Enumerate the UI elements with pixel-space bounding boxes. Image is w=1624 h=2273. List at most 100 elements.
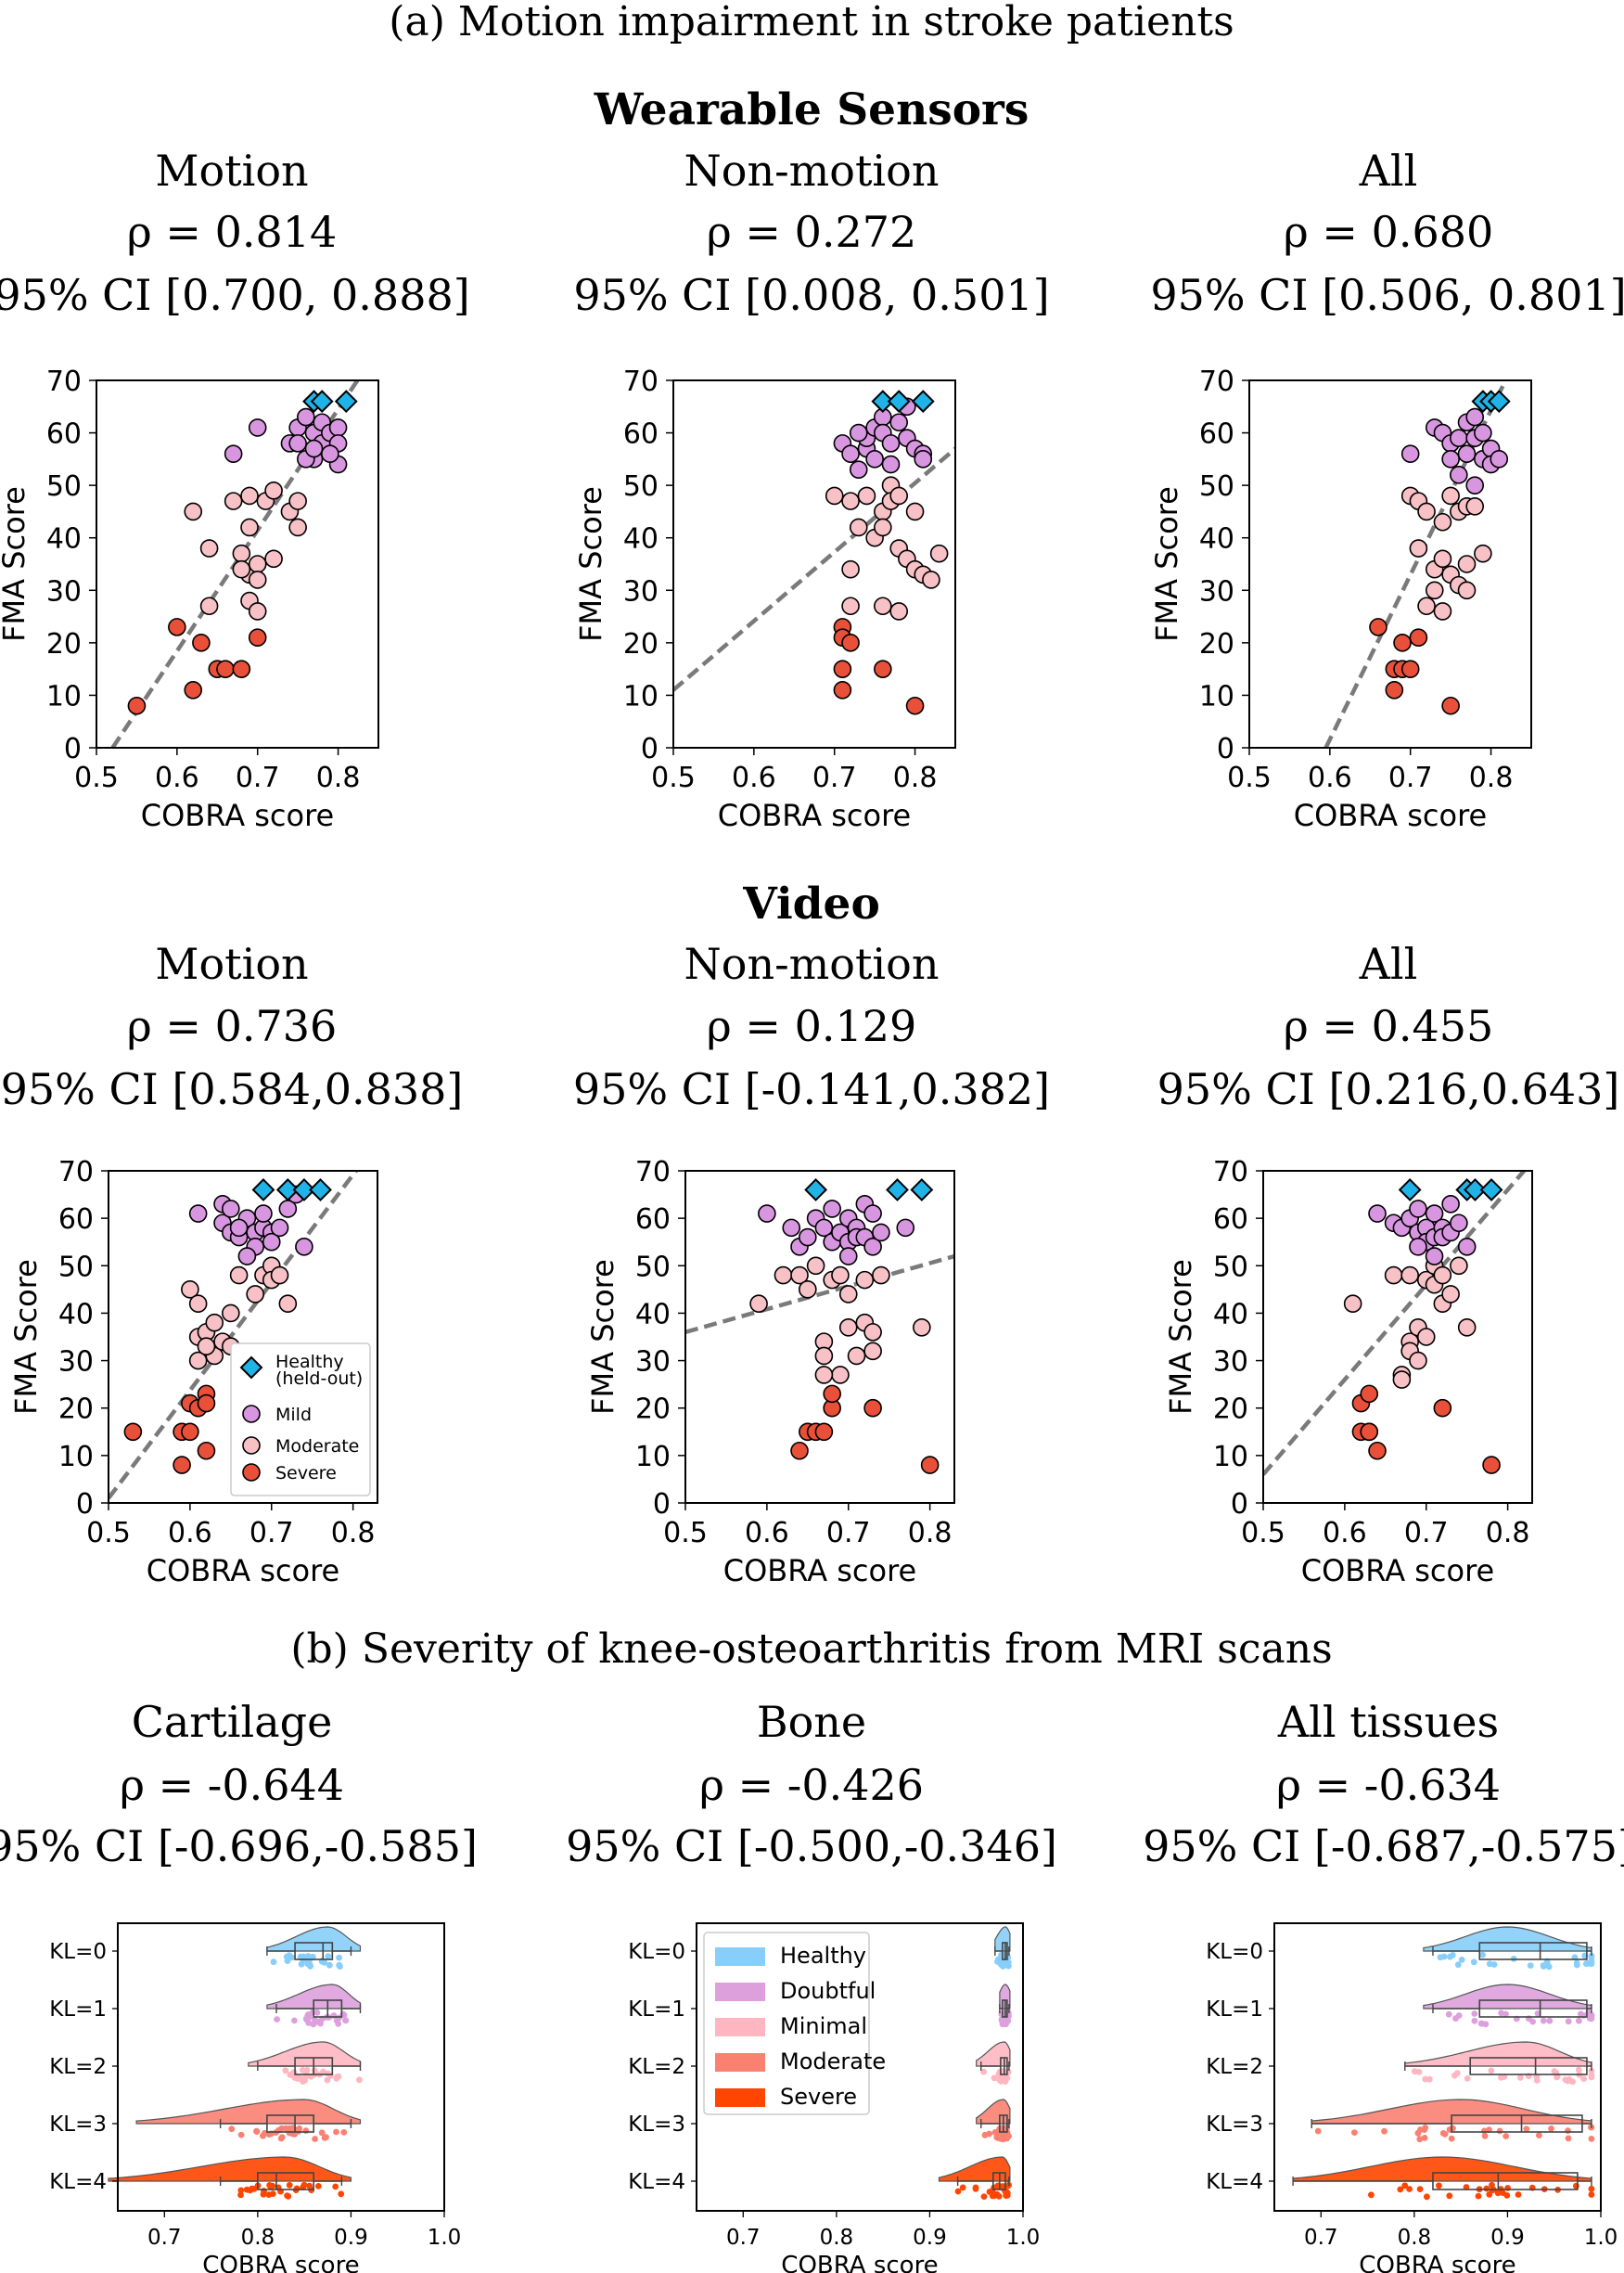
mri-cartilage-point-2-14 <box>325 2070 331 2077</box>
ws-nonmotion-title-line-1: Non-motion <box>684 146 940 196</box>
ws-motion-ytick-label-1: 10 <box>46 680 82 713</box>
mri-cartilage-point-3-5 <box>237 2131 245 2138</box>
mri-all-violin-4 <box>1292 2156 1592 2182</box>
v-all-xtick-label-0: 0.5 <box>1241 1517 1285 1549</box>
v-nonmotion-severe-point-5 <box>823 1384 841 1404</box>
v-motion-ytick-label-5: 50 <box>58 1251 94 1283</box>
ws-nonmotion-moderate-point-3 <box>857 486 876 506</box>
ws-motion-ytick-label-6: 60 <box>46 418 82 451</box>
v-all-mild-point-8 <box>1425 1204 1444 1223</box>
mri-cartilage-ytick-label-3: KL=3 <box>49 2112 107 2137</box>
v-all-chart: 0.5 0.6 0.7 0.8 0 10 20 30 40 50 60 70 COBRA score FM… <box>1163 1156 1533 1588</box>
mri-all-point-4-20 <box>1416 2186 1424 2193</box>
mri-all-point-0-24 <box>1479 1951 1486 1958</box>
ws-motion-mild-point-15 <box>304 439 324 458</box>
mri-bone-frame <box>696 1922 1024 2212</box>
ws-all-severe-point-0 <box>1369 618 1387 636</box>
ws-all-ytick-label-7: 70 <box>1199 366 1234 398</box>
v-motion-mild-point-16 <box>295 1238 313 1256</box>
ws-motion-mild-point-16 <box>321 444 339 464</box>
mri-cartilage-xtick-label-3: 1.0 <box>428 2226 462 2250</box>
v-motion-ytick-label-7: 70 <box>58 1156 94 1188</box>
mri-bone-ytick-label-3: KL=3 <box>628 2112 685 2137</box>
v-all-mild-point-15 <box>1457 1238 1477 1256</box>
v-all-frame <box>1262 1170 1533 1504</box>
mri-all-point-3-0 <box>1314 2127 1322 2135</box>
ws-motion-severe-point-1 <box>168 618 186 636</box>
v-nonmotion-xtick-label-2: 0.7 <box>826 1517 871 1549</box>
mri-all-point-0-21 <box>1470 1958 1477 1966</box>
mri-cartilage-violin-3 <box>135 2099 362 2125</box>
mri-all-ytick-label-4: KL=4 <box>1206 2170 1263 2194</box>
v-nonmotion-moderate-point-14 <box>855 1270 875 1290</box>
v-nonmotion-title-line-3: 95% CI [-0.141,0.382] <box>573 1064 1050 1114</box>
mri-all-point-4-15 <box>1446 2192 1453 2200</box>
mri-bone-point-4-27 <box>991 2192 998 2200</box>
mri-all-frame <box>1273 1922 1602 2212</box>
v-nonmotion-mild-point-5 <box>814 1218 834 1238</box>
ws-motion-moderate-point-13 <box>264 549 283 569</box>
ws-nonmotion-xtick-label-0: 0.5 <box>651 762 696 794</box>
v-all-moderate-point-0 <box>1343 1294 1362 1313</box>
mri-bone-point-2-4 <box>991 2074 998 2082</box>
ws-motion-ylabel: FMA Score <box>0 486 32 642</box>
mri-cartilage-point-3-2 <box>228 2125 236 2133</box>
mri-all-point-2-4 <box>1426 2075 1433 2083</box>
mri-cartilage-point-3-17 <box>253 2128 261 2136</box>
row-title-wearable: Wearable Sensors <box>594 84 1029 135</box>
v-nonmotion-healthy-point-0 <box>804 1178 828 1201</box>
ws-all-severe-point-7 <box>1441 696 1460 715</box>
ws-motion-moderate-point-17 <box>240 486 259 506</box>
mri-all-point-0-25 <box>1490 1961 1498 1968</box>
ws-nonmotion-ytick-label-3: 30 <box>623 575 659 608</box>
ws-nonmotion-mild-point-6 <box>865 450 884 469</box>
ws-nonmotion-severe-point-4 <box>833 680 852 700</box>
mri-all-point-1-22 <box>1576 2017 1582 2024</box>
mri-cartilage-point-0-18 <box>286 1952 293 1959</box>
mri-all-ytick-label-0: KL=0 <box>1206 1940 1263 1964</box>
ws-all-ytick-label-5: 50 <box>1199 470 1234 503</box>
mri-all-point-0-11 <box>1573 1959 1580 1967</box>
v-all-title-line-3: 95% CI [0.216,0.643] <box>1157 1064 1620 1114</box>
ws-nonmotion-moderate-point-12 <box>905 502 925 521</box>
mri-all-point-3-24 <box>1439 2130 1447 2137</box>
v-motion-legend-label-severe: Severe <box>275 1463 337 1483</box>
ws-nonmotion-ytick-label-1: 10 <box>623 680 659 713</box>
mri-all-xtick-label-0: 0.7 <box>1304 2226 1338 2250</box>
v-motion-xtick-label-3: 0.8 <box>331 1517 376 1549</box>
v-motion-ytick-label-3: 30 <box>58 1346 94 1379</box>
mri-cartilage-point-2-24 <box>324 2076 331 2084</box>
v-all-mild-point-12 <box>1441 1195 1460 1214</box>
v-motion-fit-line <box>109 1171 359 1500</box>
mri-bone-xtick-label-0: 0.7 <box>726 2226 761 2250</box>
v-nonmotion-severe-point-7 <box>920 1456 940 1474</box>
mri-cartilage-point-4-24 <box>266 2182 273 2189</box>
v-nonmotion-mild-point-6 <box>823 1200 841 1218</box>
mri-cartilage-violin-1 <box>266 1984 362 2010</box>
mri-all-point-4-8 <box>1573 2182 1579 2190</box>
mri-all-point-1-13 <box>1546 2017 1554 2024</box>
mri-all-point-4-18 <box>1499 2190 1506 2197</box>
mri-cartilage-violin-0 <box>266 1926 362 1952</box>
ws-motion-moderate-point-15 <box>288 518 307 537</box>
ws-all-moderate-point-4 <box>1417 597 1436 616</box>
ws-motion-moderate-point-7 <box>248 555 267 573</box>
ws-motion-title-line-3: 95% CI [0.700, 0.888] <box>0 270 470 320</box>
ws-all-xtick-label-1: 0.6 <box>1308 762 1352 794</box>
mri-all-point-2-19 <box>1453 2070 1461 2076</box>
v-nonmotion-severe-point-3 <box>814 1422 834 1442</box>
v-motion-mild-point-17 <box>237 1247 257 1265</box>
ws-nonmotion-mild-point-1 <box>841 444 860 464</box>
ws-nonmotion-mild-point-2 <box>849 460 868 479</box>
v-motion-moderate-point-18 <box>197 1337 216 1356</box>
v-nonmotion-moderate-point-2 <box>790 1265 809 1285</box>
mri-cartilage-point-3-25 <box>296 2125 303 2132</box>
mri-cartilage-point-2-11 <box>299 2066 306 2074</box>
v-nonmotion-mild-point-0 <box>758 1204 776 1223</box>
v-nonmotion-moderate-point-12 <box>847 1346 866 1366</box>
v-motion-legend-label-healthy: Healthy <box>275 1352 344 1372</box>
v-nonmotion-severe-point-0 <box>790 1441 809 1460</box>
ws-nonmotion-xtick-label-2: 0.7 <box>812 762 857 794</box>
mri-all-point-3-9 <box>1536 2132 1542 2139</box>
mri-bone-violin-2 <box>976 2041 1011 2067</box>
